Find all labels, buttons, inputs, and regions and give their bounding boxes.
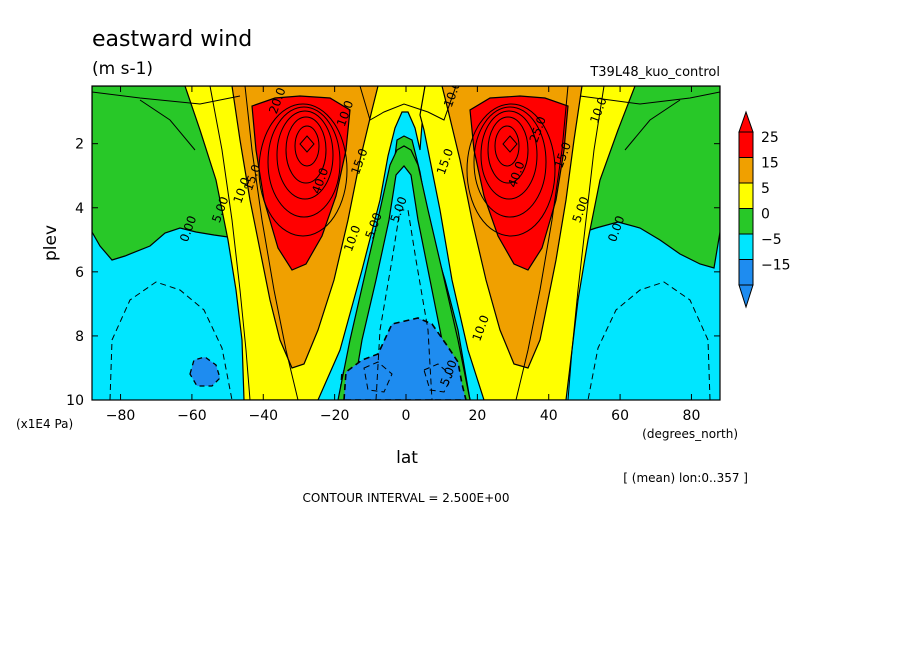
colorbar-extend-bottom [738, 284, 754, 309]
jet-contours-sh [258, 103, 348, 237]
x-axis: −80 −60 −40 −20 0 20 40 60 80 [106, 86, 701, 424]
colorbar-segment [738, 259, 754, 286]
x-tick-label: 40 [540, 408, 558, 424]
x-tick-label: 80 [683, 408, 701, 424]
colorbar-label: −5 [761, 232, 782, 248]
experiment-label: T39L48_kuo_control [589, 65, 720, 80]
y-units-label: (x1E4 Pa) [16, 417, 73, 431]
colorbar-label: 5 [761, 181, 770, 197]
colorbar-segment [738, 208, 754, 235]
band-contours [92, 86, 720, 400]
y-tick-label: 8 [75, 329, 84, 345]
x-tick-label: −60 [177, 408, 207, 424]
jet-contours-nh [466, 103, 556, 237]
fill-blue-sh [189, 356, 221, 387]
x-tick-label: 20 [468, 408, 486, 424]
x-tick-label: 60 [611, 408, 629, 424]
colorbar-segment [738, 182, 754, 209]
colorbar-label: −15 [761, 258, 791, 274]
x-units-label: (degrees_north) [642, 427, 738, 441]
x-axis-label: lat [396, 448, 418, 468]
x-tick-label: −20 [320, 408, 350, 424]
colorbar-label: 15 [761, 156, 779, 172]
chart-units: (m s-1) [92, 59, 153, 79]
negative-contours [109, 209, 711, 400]
averaging-note: [ (mean) lon:0..357 ] [623, 471, 748, 485]
chart-title: eastward wind [92, 27, 252, 52]
colorbar-segment [738, 157, 754, 184]
colorbar-segment [738, 131, 754, 158]
y-tick-label: 10 [66, 393, 84, 409]
contour-interval-note: CONTOUR INTERVAL = 2.500E+00 [303, 491, 510, 505]
y-tick-label: 4 [75, 201, 84, 217]
x-tick-label: −80 [106, 408, 136, 424]
fill-blue-eq-core [343, 317, 467, 400]
colorbar-segment [738, 233, 754, 260]
y-axis: 2 4 6 8 10 [66, 137, 720, 409]
colorbar-label: 0 [761, 207, 770, 223]
colorbar-label: 25 [761, 130, 779, 146]
x-tick-label: −40 [248, 408, 278, 424]
y-axis-label: plev [41, 225, 61, 261]
x-tick-label: 0 [402, 408, 411, 424]
colorbar: 25 15 5 0 −5 −15 [738, 110, 791, 309]
y-tick-label: 6 [75, 265, 84, 281]
y-tick-label: 2 [75, 137, 84, 153]
